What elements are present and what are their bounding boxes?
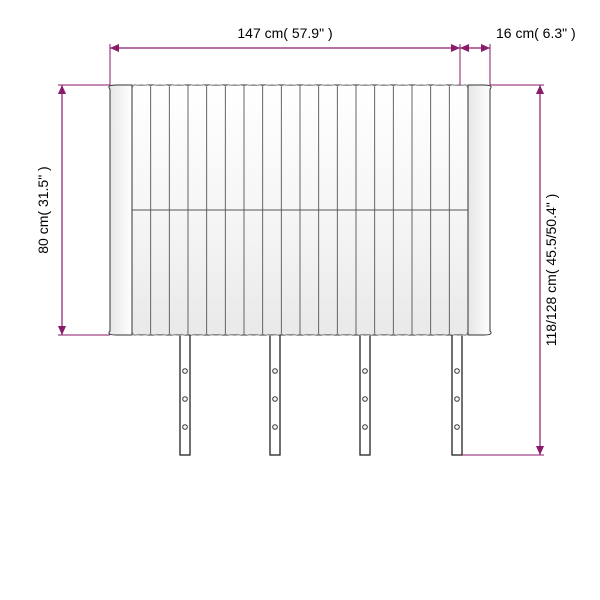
dim-right-label: 118/128 cm( 45.5/50.4" ) [543,194,559,347]
dim-top-main-label: 147 cm( 57.9" ) [237,25,332,41]
mounting-leg [270,333,280,455]
diagram-svg: 147 cm( 57.9" ) 16 cm( 6.3" ) 80 cm( 31.5"… [0,0,600,600]
diagram-stage: 147 cm( 57.9" ) 16 cm( 6.3" ) 80 cm( 31.5"… [0,0,600,600]
right-ear [468,85,491,335]
dim-left-label: 80 cm( 31.5" ) [35,166,51,253]
mounting-leg [360,333,370,455]
mounting-leg [452,333,462,455]
left-ear [109,85,132,335]
dim-top-ear-label: 16 cm( 6.3" ) [496,25,576,41]
mounting-leg [180,333,190,455]
